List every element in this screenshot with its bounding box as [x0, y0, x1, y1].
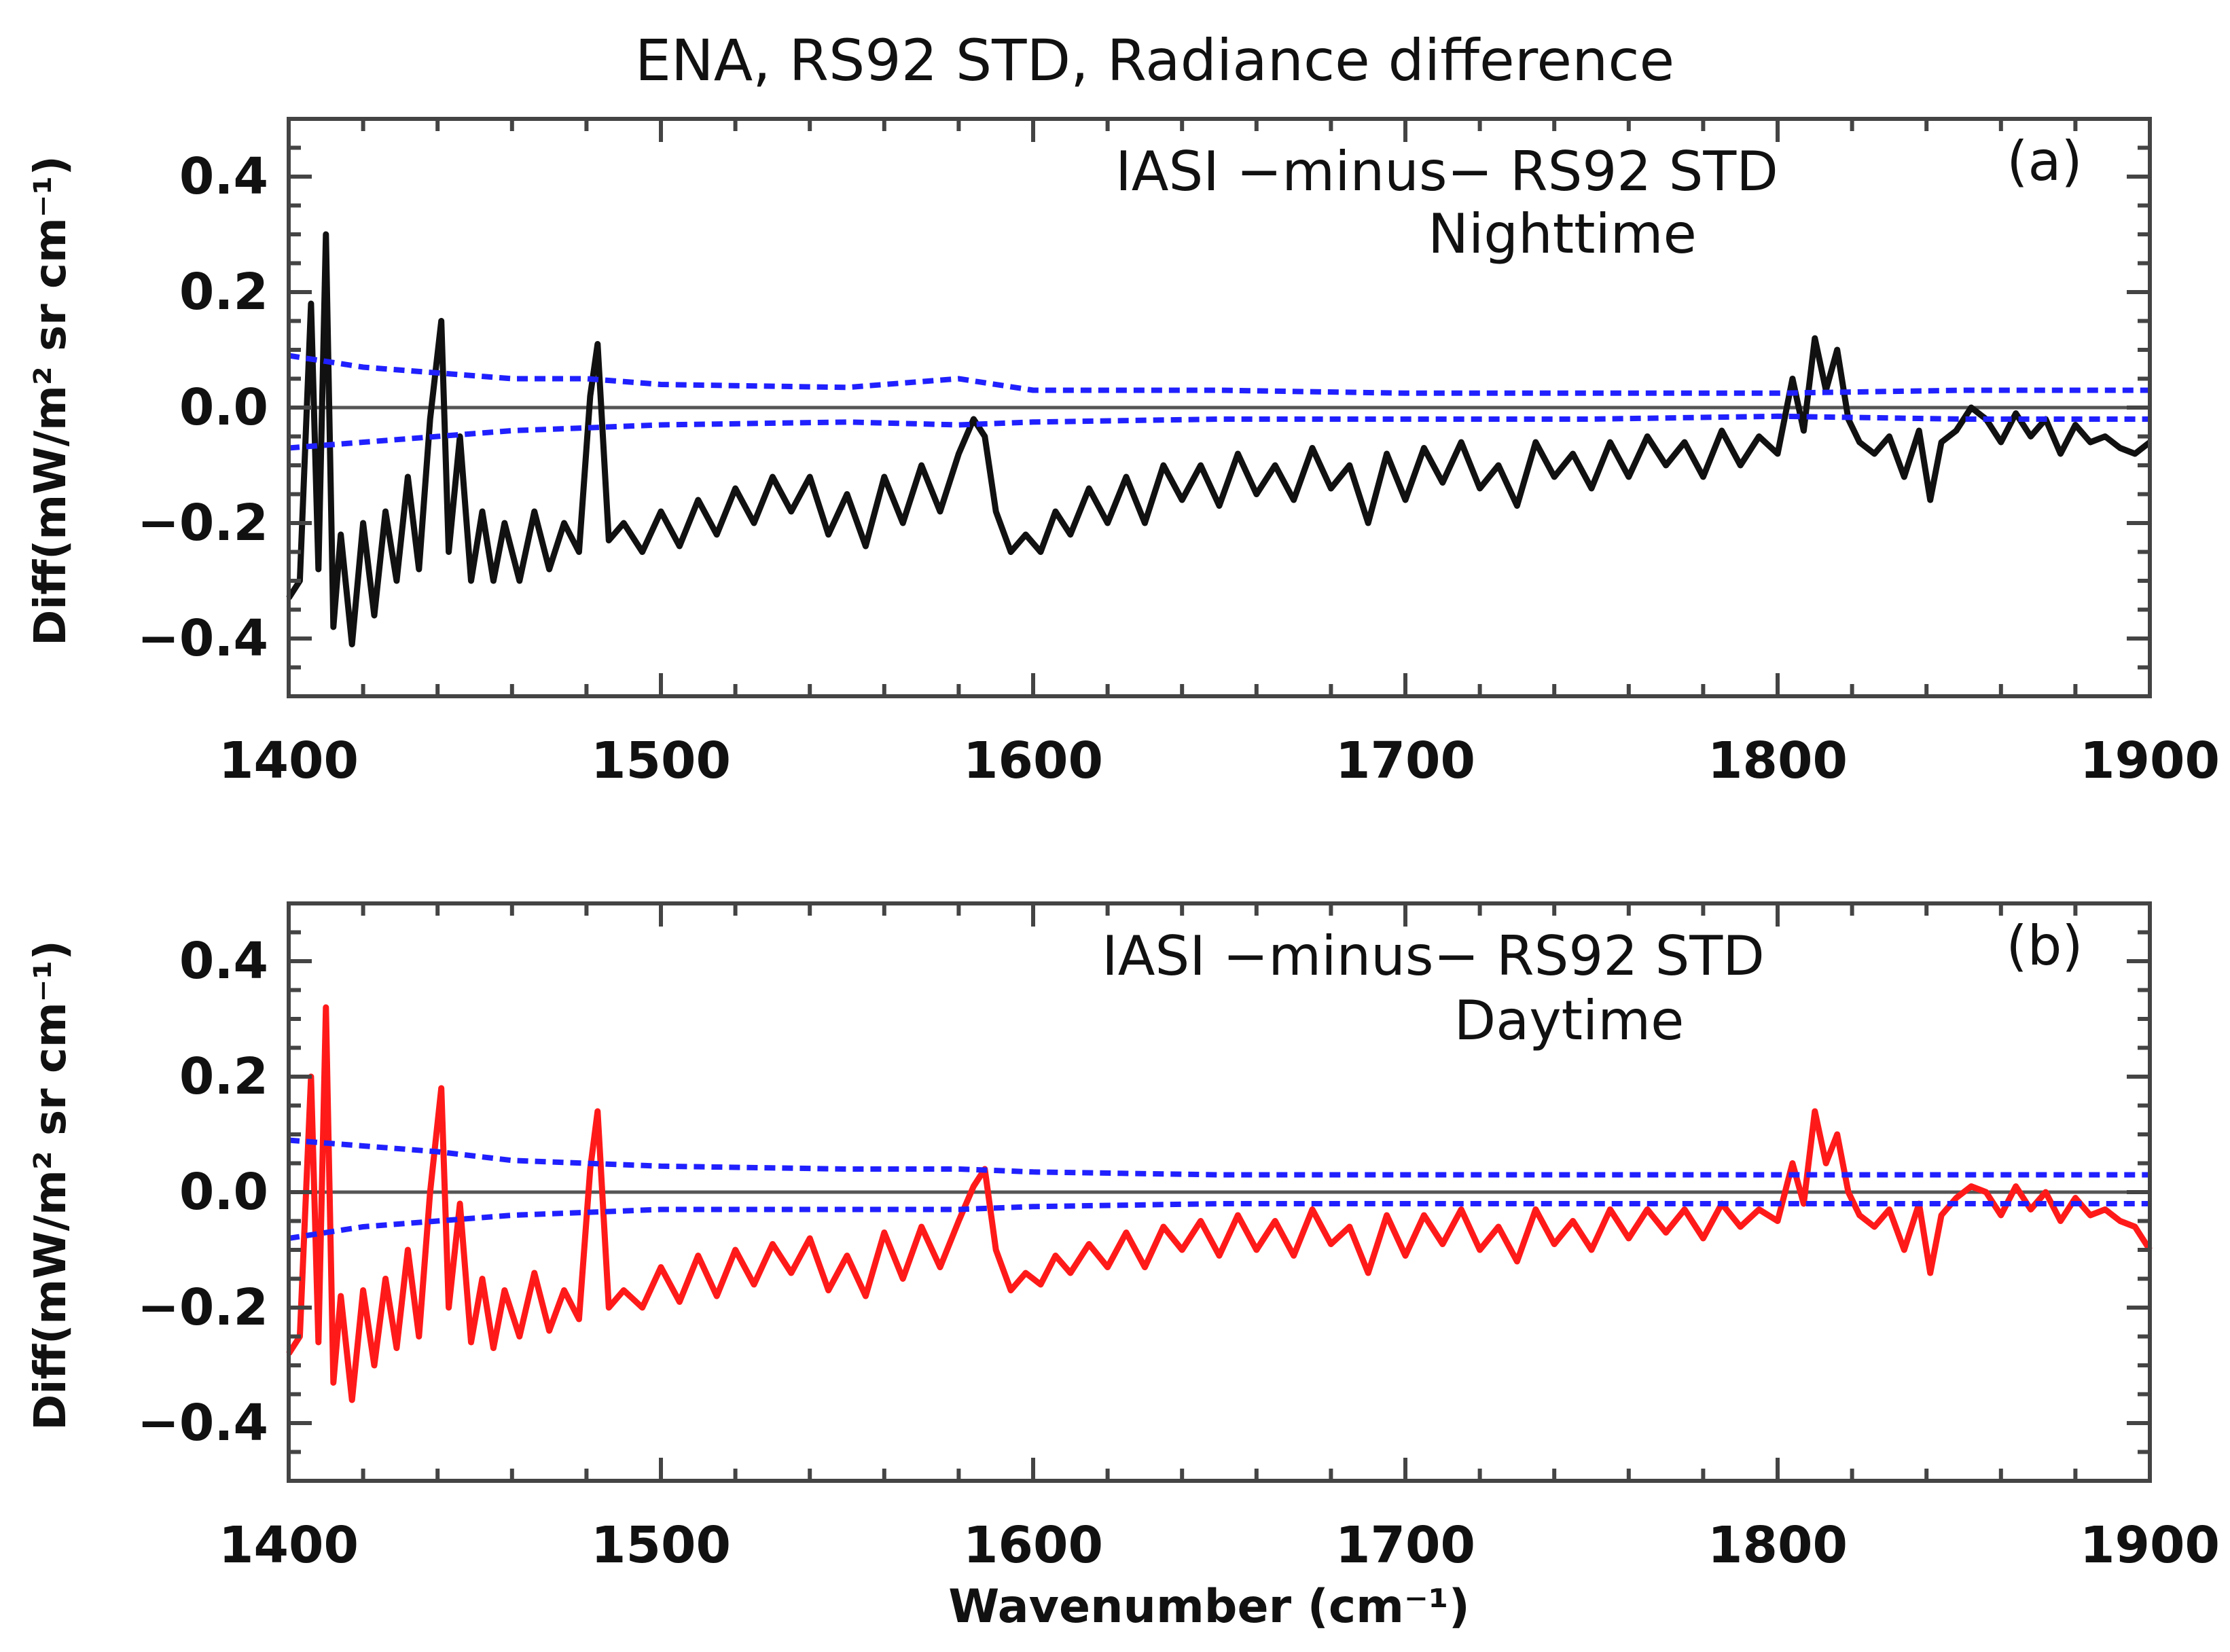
- panel-b-x-tick-label: 1500: [591, 1516, 731, 1575]
- panel-b-x-tick-label: 1400: [219, 1516, 359, 1575]
- panel-b-daytime: Diff(mW/m² sr cm⁻¹) 1400 1500 1600 1700 1800…: [26, 901, 2220, 1575]
- panel-b-label: (b): [2006, 914, 2083, 977]
- panel-b-tick-labels: 1400 1500 1600 1700 1800 1900 0.4 0.2 0.0 −0.2 −0.…: [137, 932, 2220, 1575]
- panel-a-y-tick-label: −0.4: [137, 609, 268, 668]
- panel-a-tick-labels: 1400 1500 1600 1700 1800 1900 0.4 0.2 0.0 −0.2 −0.…: [137, 147, 2220, 790]
- x-axis-label: Wavenumber (cm⁻¹): [948, 1580, 1470, 1634]
- panel-b-std-upper-line: [288, 1137, 2150, 1178]
- panel-b-ticks: [287, 901, 2152, 1483]
- panel-a-y-tick-label: 0.4: [179, 147, 268, 206]
- panel-a-x-tick-label: 1900: [2080, 732, 2220, 790]
- panel-a-annotation-line1: IASI −minus− RS92 STD: [1115, 140, 1778, 203]
- panel-a-difference-line: [286, 231, 2152, 647]
- panel-a-annotation-line2: Nighttime: [1428, 202, 1697, 266]
- panel-a-label: (a): [2007, 130, 2082, 193]
- panel-a-x-tick-label: 1800: [1708, 732, 1848, 790]
- panel-a-y-tick-label: 0.2: [179, 263, 268, 321]
- panel-a-nighttime: Diff(mW/m² sr cm⁻¹) 1400 1500 1600 1700 1800…: [26, 117, 2220, 790]
- panel-a-std-upper-line: [288, 353, 2150, 396]
- panel-a-ticks: [287, 117, 2152, 698]
- panel-b-x-tick-label: 1800: [1708, 1516, 1848, 1575]
- panel-b-y-tick-label: 0.0: [179, 1163, 268, 1221]
- panel-b-y-tick-label: 0.2: [179, 1047, 268, 1106]
- figure-title: ENA, RS92 STD, Radiance difference: [635, 27, 1674, 94]
- panel-a-x-tick-label: 1700: [1335, 732, 1475, 790]
- panel-a-plot-area: [286, 231, 2152, 647]
- panel-a-std-lower-line: [288, 413, 2150, 451]
- panel-a-y-tick-label: 0.0: [179, 378, 268, 437]
- panel-b-x-tick-label: 1600: [963, 1516, 1103, 1575]
- panel-b-annotation-line1: IASI −minus− RS92 STD: [1102, 924, 1765, 988]
- panel-b-annotation-line2: Daytime: [1454, 989, 1685, 1052]
- panel-b-y-axis-label: Diff(mW/m² sr cm⁻¹): [26, 940, 76, 1430]
- panel-a-y-tick-label: −0.2: [137, 494, 268, 552]
- panel-b-y-tick-label: 0.4: [179, 932, 268, 990]
- panel-a-y-axis-label: Diff(mW/m² sr cm⁻¹): [26, 156, 76, 645]
- panel-b-y-tick-label: −0.4: [137, 1394, 268, 1452]
- panel-b-difference-line: [286, 1004, 2153, 1403]
- panel-b-x-tick-label: 1900: [2080, 1516, 2220, 1575]
- panel-b-x-tick-label: 1700: [1335, 1516, 1475, 1575]
- panel-b-std-lower-line: [288, 1201, 2150, 1241]
- panel-a-x-tick-label: 1600: [963, 732, 1103, 790]
- panel-b-y-tick-label: −0.2: [137, 1278, 268, 1337]
- panel-b-plot-area: [286, 1004, 2153, 1403]
- panel-a-x-tick-label: 1400: [219, 732, 359, 790]
- panel-a-x-tick-label: 1500: [591, 732, 731, 790]
